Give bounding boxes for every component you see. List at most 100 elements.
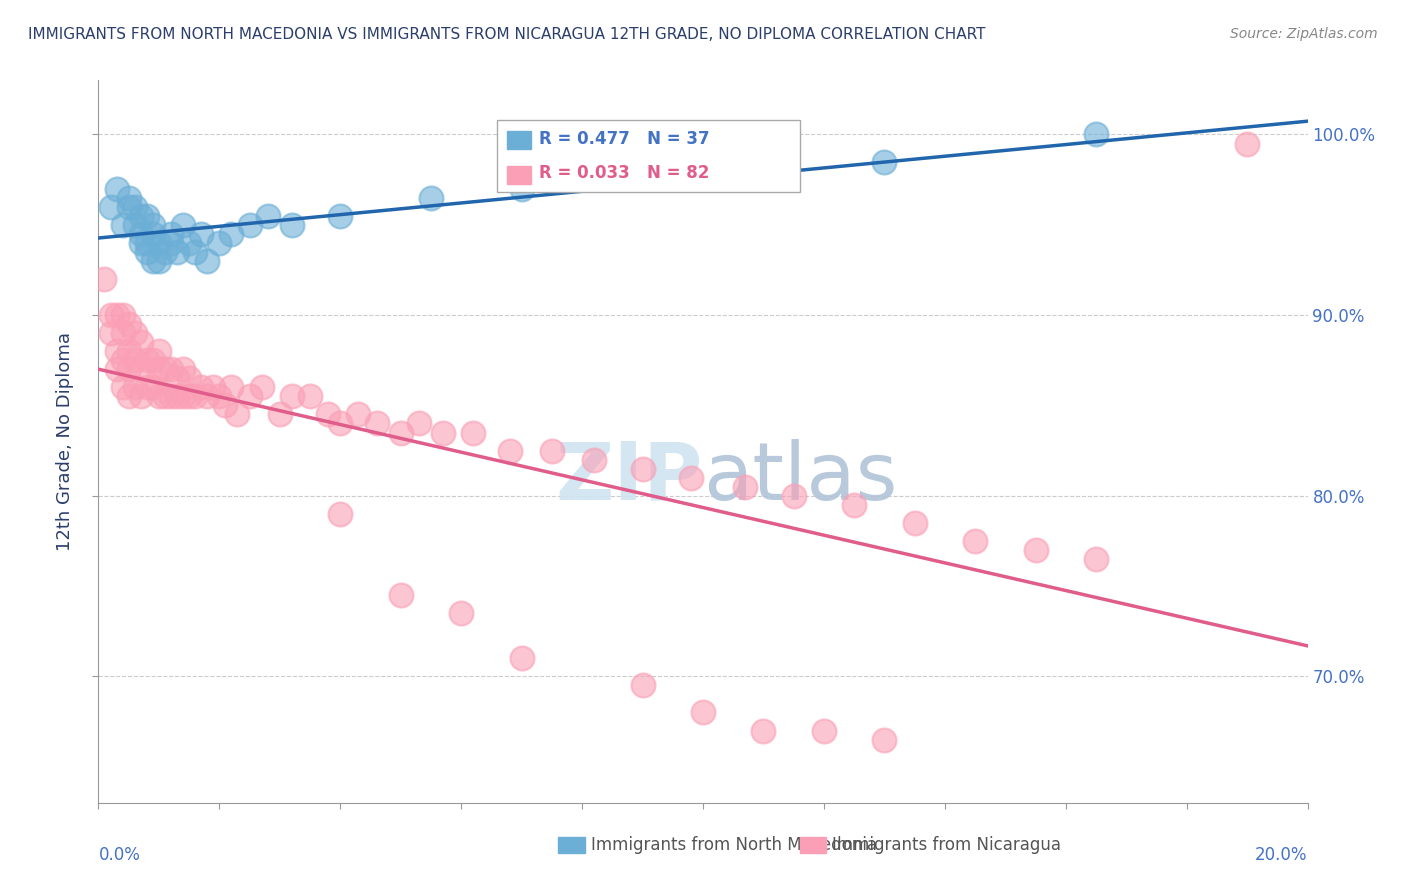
- Point: [202, 380, 225, 394]
- Point: [172, 362, 194, 376]
- Point: [148, 235, 170, 250]
- Point: [1085, 552, 1108, 566]
- Point: [100, 200, 122, 214]
- Point: [148, 362, 170, 376]
- Point: [118, 389, 141, 403]
- Point: [221, 380, 243, 394]
- Point: [316, 408, 339, 422]
- Point: [129, 227, 152, 241]
- Point: [135, 235, 157, 250]
- Point: [118, 362, 141, 376]
- Point: [510, 651, 533, 665]
- Point: [111, 353, 134, 368]
- Point: [420, 191, 443, 205]
- Point: [172, 389, 194, 403]
- Point: [432, 425, 454, 440]
- Point: [208, 389, 231, 403]
- Point: [679, 470, 702, 484]
- Point: [873, 154, 896, 169]
- Point: [124, 200, 146, 214]
- Point: [148, 344, 170, 359]
- Y-axis label: 12th Grade, No Diploma: 12th Grade, No Diploma: [56, 332, 75, 551]
- Point: [172, 218, 194, 232]
- Point: [208, 235, 231, 250]
- Point: [329, 507, 352, 521]
- Point: [965, 533, 987, 548]
- Point: [105, 362, 128, 376]
- Point: [250, 380, 273, 394]
- Point: [1024, 542, 1046, 557]
- Text: 20.0%: 20.0%: [1256, 847, 1308, 864]
- Point: [1085, 128, 1108, 142]
- Point: [135, 353, 157, 368]
- Point: [347, 408, 370, 422]
- Point: [195, 253, 218, 268]
- Point: [124, 353, 146, 368]
- Bar: [498, 120, 800, 193]
- Point: [160, 389, 183, 403]
- Point: [129, 235, 152, 250]
- Point: [111, 218, 134, 232]
- Point: [281, 389, 304, 403]
- Point: [111, 308, 134, 322]
- Point: [631, 678, 654, 692]
- Point: [221, 227, 243, 241]
- Point: [129, 389, 152, 403]
- Point: [329, 209, 352, 223]
- Bar: [508, 166, 531, 184]
- Point: [124, 380, 146, 394]
- Text: Immigrants from North Macedonia: Immigrants from North Macedonia: [591, 837, 876, 855]
- Point: [153, 389, 176, 403]
- Point: [111, 380, 134, 394]
- Point: [166, 244, 188, 259]
- Point: [179, 235, 201, 250]
- Point: [135, 244, 157, 259]
- Point: [135, 209, 157, 223]
- Point: [100, 308, 122, 322]
- Text: R = 0.033   N = 82: R = 0.033 N = 82: [538, 164, 709, 183]
- Point: [463, 425, 485, 440]
- Point: [153, 244, 176, 259]
- Point: [450, 606, 472, 620]
- Point: [583, 452, 606, 467]
- Point: [166, 371, 188, 385]
- Point: [692, 706, 714, 720]
- Point: [813, 723, 835, 738]
- Point: [160, 235, 183, 250]
- Point: [129, 335, 152, 350]
- Point: [129, 362, 152, 376]
- Point: [226, 408, 249, 422]
- Point: [783, 489, 806, 503]
- Bar: [558, 838, 585, 854]
- Point: [184, 244, 207, 259]
- Point: [124, 326, 146, 340]
- Point: [118, 200, 141, 214]
- Point: [281, 218, 304, 232]
- Point: [389, 425, 412, 440]
- Point: [498, 443, 520, 458]
- Point: [540, 443, 562, 458]
- Point: [195, 389, 218, 403]
- Point: [93, 272, 115, 286]
- Point: [148, 253, 170, 268]
- Point: [118, 317, 141, 331]
- Point: [873, 732, 896, 747]
- Point: [184, 389, 207, 403]
- Point: [118, 344, 141, 359]
- Point: [239, 389, 262, 403]
- Point: [179, 389, 201, 403]
- Point: [904, 516, 927, 530]
- Text: atlas: atlas: [703, 439, 897, 516]
- Point: [329, 417, 352, 431]
- Point: [269, 408, 291, 422]
- Point: [1236, 136, 1258, 151]
- Point: [142, 218, 165, 232]
- Point: [752, 723, 775, 738]
- Text: ZIP: ZIP: [555, 439, 703, 516]
- Text: Immigrants from Nicaragua: Immigrants from Nicaragua: [832, 837, 1062, 855]
- Point: [510, 181, 533, 195]
- Point: [142, 253, 165, 268]
- Point: [299, 389, 322, 403]
- Point: [142, 227, 165, 241]
- Text: 0.0%: 0.0%: [98, 847, 141, 864]
